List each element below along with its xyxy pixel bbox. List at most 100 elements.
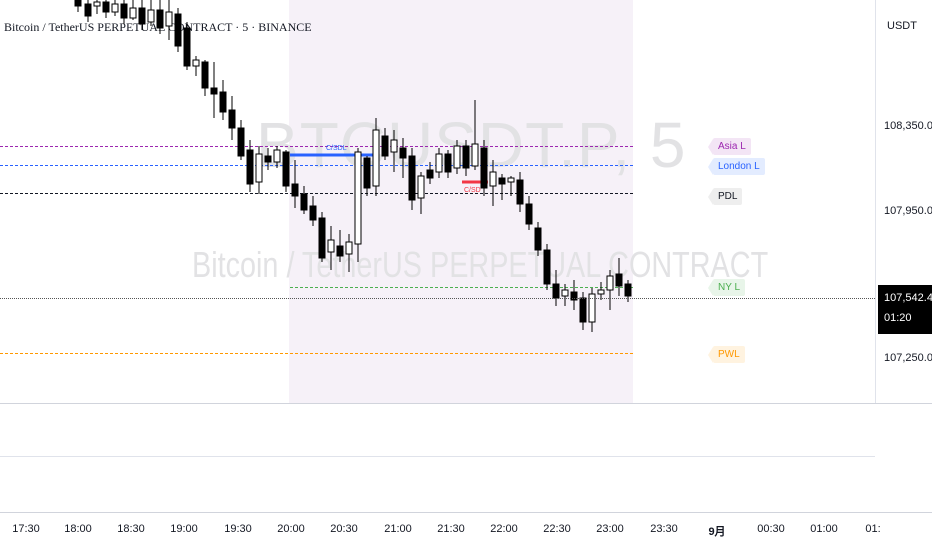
currency-label[interactable]: USDT xyxy=(887,20,917,32)
candle-body xyxy=(318,217,326,259)
candle-body xyxy=(300,193,308,211)
candle-body xyxy=(408,155,416,201)
candle-body xyxy=(489,171,497,187)
candle-body xyxy=(237,127,245,157)
ny-low-line xyxy=(290,287,633,288)
asia-low-line xyxy=(0,146,633,147)
candle-body xyxy=(345,241,353,255)
bar-countdown: 01:20 xyxy=(884,312,912,324)
candle-body xyxy=(336,245,344,257)
candle-body xyxy=(282,151,290,187)
candlestick-series: C/SDL C/SD xyxy=(74,0,632,332)
time-tick: 18:00 xyxy=(64,523,92,535)
candle-body xyxy=(219,91,227,113)
london-low-line xyxy=(0,165,633,166)
candle-body xyxy=(399,147,407,159)
time-tick: 19:30 xyxy=(224,523,252,535)
ny-low-tag: NY L xyxy=(713,279,746,296)
candle-body xyxy=(525,203,533,225)
candle-body xyxy=(201,61,209,89)
time-axis-border xyxy=(0,512,932,513)
pane-separator[interactable] xyxy=(0,403,932,404)
session-highlight xyxy=(289,0,633,403)
time-tick: 17:30 xyxy=(12,523,40,535)
candle-body xyxy=(192,59,200,67)
time-tick-day: 9月 xyxy=(708,526,726,538)
candle-body xyxy=(74,0,82,7)
candle-body xyxy=(102,1,110,13)
candle-body xyxy=(606,275,614,291)
candle-body xyxy=(426,169,434,179)
time-tick: 20:00 xyxy=(277,523,305,535)
candle-body xyxy=(372,129,380,187)
candle-body xyxy=(147,9,155,23)
candle-body xyxy=(264,155,272,163)
candle-body xyxy=(381,135,389,157)
candle-body xyxy=(588,293,596,323)
price-tick: 107,250.0 xyxy=(884,352,932,364)
candle-body xyxy=(228,109,236,129)
candle-body xyxy=(444,153,452,173)
candle-body xyxy=(138,7,146,25)
candle-body xyxy=(174,13,182,47)
london-low-tag: London L xyxy=(713,158,765,175)
time-tick: 22:00 xyxy=(490,523,518,535)
time-tick: 22:30 xyxy=(543,523,571,535)
candle-body xyxy=(255,153,263,183)
chart-pane[interactable]: BTCUSDT.P, 5 Bitcoin / TetherUS PERPETUA… xyxy=(0,0,875,403)
pdl-tag: PDL xyxy=(713,188,743,205)
pwl-line xyxy=(0,353,633,354)
price-tick: 107,950.0 xyxy=(884,205,932,217)
time-tick: 18:30 xyxy=(117,523,145,535)
candle-body xyxy=(453,145,461,169)
candle-body xyxy=(309,205,317,221)
time-tick: 00:30 xyxy=(757,523,785,535)
candle-body xyxy=(120,3,128,19)
current-price-badge: 107,542.4 01:20 xyxy=(878,285,932,334)
candle-body xyxy=(165,11,173,27)
candle-body xyxy=(534,227,542,251)
candle-body xyxy=(624,283,632,297)
time-tick: 23:00 xyxy=(596,523,624,535)
candle-body xyxy=(516,179,524,205)
red-level-label: C/SD xyxy=(464,187,481,194)
price-tick: 108,350.0 xyxy=(884,120,932,132)
candle-body xyxy=(183,27,191,67)
candle-body xyxy=(363,157,371,189)
candle-body xyxy=(471,143,479,167)
blue-level-label: C/SDL xyxy=(326,145,347,152)
candle-body xyxy=(354,151,362,245)
candle-body xyxy=(462,145,470,169)
candle-body xyxy=(480,147,488,189)
candle-body xyxy=(417,175,425,199)
current-price-line xyxy=(0,298,875,299)
candle-body xyxy=(156,9,164,29)
candle-body xyxy=(570,291,578,301)
price-axis[interactable] xyxy=(875,0,932,403)
time-tick: 23:30 xyxy=(650,523,678,535)
candle-body xyxy=(273,149,281,163)
candle-body xyxy=(498,177,506,185)
candle-body xyxy=(543,249,551,285)
pane-separator xyxy=(0,456,875,457)
candle-body xyxy=(561,289,569,297)
candle-body xyxy=(129,7,137,19)
candle-body xyxy=(291,183,299,197)
current-price-value: 107,542.4 xyxy=(884,292,932,304)
time-tick: 20:30 xyxy=(330,523,358,535)
time-tick: 21:00 xyxy=(384,523,412,535)
pdl-line xyxy=(0,193,633,194)
candle-body xyxy=(84,3,92,17)
time-tick: 19:00 xyxy=(170,523,198,535)
candle-body xyxy=(507,177,515,183)
time-tick: 01: xyxy=(865,523,881,535)
watermark-name: Bitcoin / TetherUS PERPETUAL CONTRACT xyxy=(192,244,769,285)
time-tick: 21:30 xyxy=(437,523,465,535)
candle-body xyxy=(111,3,119,13)
candle-body xyxy=(390,139,398,153)
candle-body xyxy=(327,239,335,253)
pwl-tag: PWL xyxy=(713,346,745,363)
candle-body xyxy=(615,273,623,287)
candle-body xyxy=(93,1,101,7)
candle-body xyxy=(210,87,218,95)
